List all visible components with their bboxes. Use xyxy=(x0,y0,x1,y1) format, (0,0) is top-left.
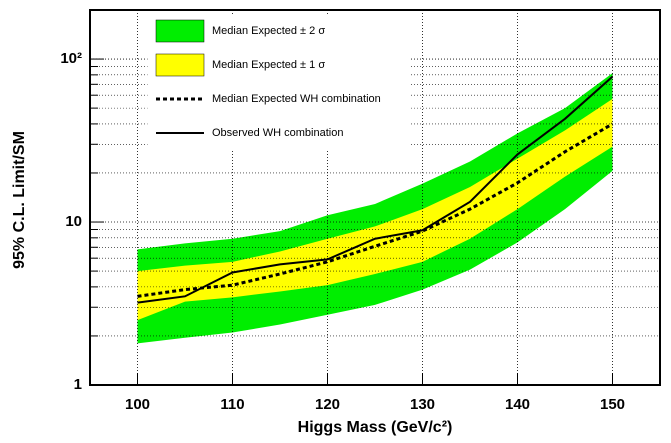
x-tick-label: 100 xyxy=(125,396,150,413)
legend-swatch xyxy=(155,53,205,77)
y-tick-label: 10² xyxy=(60,50,82,67)
x-tick-label: 130 xyxy=(410,396,435,413)
line xyxy=(137,122,614,298)
legend-label: Observed WH combination xyxy=(212,127,343,139)
y-tick-label: 10 xyxy=(65,213,82,230)
legend-swatch xyxy=(155,19,205,43)
x-tick-label: 150 xyxy=(600,396,625,413)
legend-label: Median Expected WH combination xyxy=(212,93,381,105)
legend-label: Median Expected ± 1 σ xyxy=(212,59,325,71)
band xyxy=(137,98,613,321)
legend: Median Expected ± 2 σ Median Expected ± 1… xyxy=(155,19,381,139)
y-tick-label: 1 xyxy=(74,376,82,393)
x-tick-label: 110 xyxy=(220,396,244,413)
x-axis-title: Higgs Mass (GeV/c²) xyxy=(298,419,453,436)
y-axis-title: 95% C.L. Limit/SM xyxy=(11,131,28,269)
legend-label: Median Expected ± 2 σ xyxy=(212,25,325,37)
x-tick-label: 140 xyxy=(505,396,530,413)
line xyxy=(137,75,614,304)
plot-frame xyxy=(89,9,661,386)
x-tick-label: 120 xyxy=(315,396,340,413)
